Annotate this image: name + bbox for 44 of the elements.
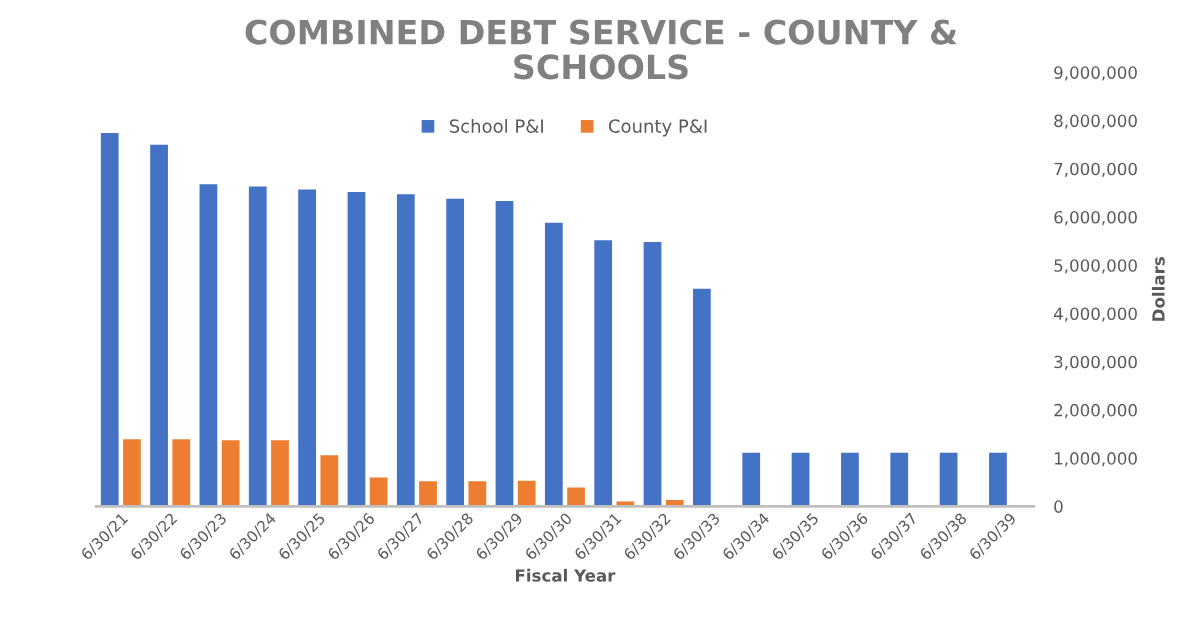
bar: [989, 452, 1007, 507]
bar: [369, 477, 388, 507]
bar: [123, 439, 141, 507]
bar: [692, 288, 711, 507]
bar: [150, 144, 168, 507]
bar: [271, 440, 289, 507]
bar: [419, 481, 437, 507]
bar: [298, 189, 316, 507]
bar: [347, 191, 366, 507]
y-tick-label: 8,000,000: [1054, 114, 1137, 129]
y-tick-label: 4,000,000: [1053, 307, 1137, 322]
bar: [172, 439, 191, 507]
bar: [320, 455, 339, 507]
bar: [544, 222, 563, 507]
x-axis-title: Fiscal Year: [515, 568, 616, 582]
bar: [791, 452, 810, 507]
bar: [468, 481, 487, 507]
y-tick-label: 3,000,000: [1054, 355, 1137, 370]
y-tick-label: 6,000,000: [1054, 210, 1137, 226]
y-tick-label: 7,000,000: [1054, 162, 1137, 178]
bar: [939, 452, 958, 507]
y-axis-title: Dollars: [1151, 257, 1165, 321]
bar: [221, 440, 240, 507]
legend-label: County P&I: [608, 119, 707, 137]
y-tick-label: 9,000,000: [1054, 66, 1137, 81]
bar: [643, 242, 662, 507]
bar: [594, 240, 613, 507]
chart-title: COMBINED DEBT SERVICE - COUNTY & SCHOOLS: [245, 19, 957, 80]
bar: [841, 452, 859, 507]
bar: [742, 452, 761, 507]
bar: [199, 184, 218, 507]
bar: [396, 194, 415, 507]
y-tick-label: 5,000,000: [1054, 259, 1137, 274]
bar: [567, 487, 585, 507]
bar: [248, 186, 267, 507]
bar: [100, 133, 119, 507]
legend-label: School P&I: [449, 118, 543, 133]
bar: [446, 198, 465, 507]
bar: [890, 452, 909, 507]
y-tick-label: 2,000,000: [1054, 403, 1137, 419]
y-tick-label: 1,000,000: [1055, 452, 1137, 467]
y-tick-label: 0: [1054, 500, 1063, 513]
bar: [495, 201, 514, 507]
bar: [517, 480, 536, 507]
